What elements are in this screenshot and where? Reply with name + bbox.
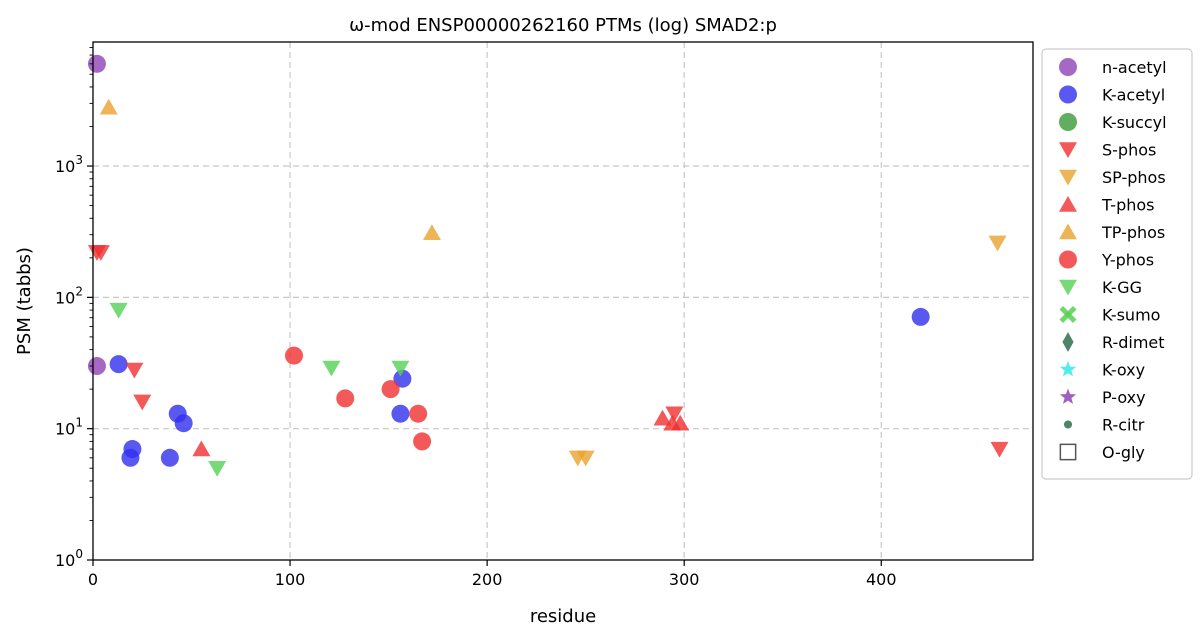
legend-marker [1059, 142, 1077, 159]
data-point [391, 360, 410, 377]
x-axis-label: residue [530, 606, 596, 627]
legend-marker [1059, 85, 1077, 104]
legend-marker [1063, 420, 1073, 429]
legend-item: n-acetyl [1059, 58, 1167, 77]
grid [93, 42, 1033, 560]
y-tick-label: 101 [55, 416, 83, 439]
data-point [391, 404, 410, 423]
data-point [409, 404, 428, 423]
legend-label: Y-phos [1101, 251, 1154, 270]
legend-marker [1059, 443, 1077, 461]
legend-marker [1059, 113, 1077, 131]
legend-marker [1059, 169, 1077, 186]
legend-label: O-gly [1102, 443, 1145, 462]
legend-marker [1059, 360, 1077, 377]
legend-marker [1059, 58, 1077, 76]
legend-marker [1059, 195, 1077, 212]
data-point [99, 98, 118, 115]
legend-label: K-oxy [1102, 361, 1145, 380]
legend: n-acetyl K-acetyl K-succyl S-phos SP-phos T-p… [1041, 48, 1193, 480]
legend-item: Y-phos [1059, 250, 1154, 270]
legend-label: K-succyl [1102, 113, 1167, 132]
legend-marker [1059, 250, 1077, 269]
x-tick-label: 100 [275, 570, 306, 589]
data-points [87, 54, 1009, 477]
x-tick-label: 200 [472, 570, 503, 589]
data-point [322, 360, 341, 377]
data-point [413, 432, 432, 451]
legend-label: K-GG [1102, 278, 1142, 297]
legend-label: n-acetyl [1102, 58, 1167, 77]
data-point [381, 380, 400, 399]
chart-title: ω-mod ENSP00000262160 PTMs (log) SMAD2:p [349, 15, 777, 36]
data-point [208, 461, 227, 477]
data-point [576, 450, 595, 467]
legend-label: TP-phos [1101, 223, 1165, 242]
legend-label: K-acetyl [1102, 86, 1165, 105]
legend-item: R-citr [1063, 416, 1145, 435]
legend-marker [1059, 305, 1077, 324]
legend-item: SP-phos [1059, 168, 1166, 187]
legend-marker [1059, 388, 1077, 404]
data-point [988, 235, 1007, 252]
legend-item: T-phos [1059, 196, 1155, 215]
y-tick-label: 103 [55, 153, 83, 176]
y-tick-label: 102 [55, 284, 83, 307]
legend-item: S-phos [1059, 141, 1156, 160]
legend-item: K-succyl [1059, 113, 1167, 132]
legend-label: R-citr [1102, 416, 1145, 435]
data-point [422, 224, 441, 241]
data-point [123, 440, 142, 459]
data-point [665, 406, 684, 423]
x-axis-ticks: 0 100 200 300 400 [88, 560, 897, 589]
legend-marker [1059, 279, 1077, 296]
legend-marker [1059, 223, 1077, 240]
x-tick-label: 300 [669, 570, 700, 589]
y-axis-label: PSM (tabbs) [14, 247, 35, 355]
data-point [653, 409, 672, 426]
data-point [109, 302, 128, 319]
plot-frame [92, 41, 1034, 561]
data-point [125, 362, 144, 379]
legend-item: K-GG [1059, 278, 1142, 297]
legend-label: K-sumo [1102, 306, 1160, 325]
legend-item: K-oxy [1059, 360, 1145, 380]
data-point [174, 414, 193, 433]
legend-item: O-gly [1059, 443, 1145, 462]
legend-label: SP-phos [1102, 168, 1166, 187]
legend-frame [1041, 48, 1193, 480]
data-point [160, 448, 179, 467]
legend-item: K-acetyl [1059, 85, 1165, 105]
data-point [990, 441, 1009, 458]
data-point [671, 414, 690, 431]
data-point [91, 245, 110, 261]
legend-label: T-phos [1101, 196, 1155, 215]
legend-item: P-oxy [1059, 388, 1146, 407]
x-tick-label: 400 [866, 570, 897, 589]
legend-item: TP-phos [1059, 223, 1165, 242]
legend-label: P-oxy [1102, 388, 1146, 407]
y-tick-label: 100 [55, 547, 83, 570]
data-point [192, 440, 211, 457]
legend-label: R-dimet [1102, 333, 1165, 352]
legend-item: K-sumo [1059, 305, 1160, 325]
legend-label: S-phos [1102, 141, 1156, 160]
x-tick-label: 0 [88, 570, 98, 589]
data-point [911, 307, 930, 326]
data-point [133, 394, 152, 411]
data-point [393, 369, 412, 388]
data-point [336, 389, 355, 408]
legend-marker [1062, 332, 1074, 352]
y-axis-ticks: 100 101 102 103 [55, 46, 93, 570]
data-point [109, 355, 128, 374]
legend-item: R-dimet [1062, 332, 1165, 352]
data-point [285, 346, 304, 365]
